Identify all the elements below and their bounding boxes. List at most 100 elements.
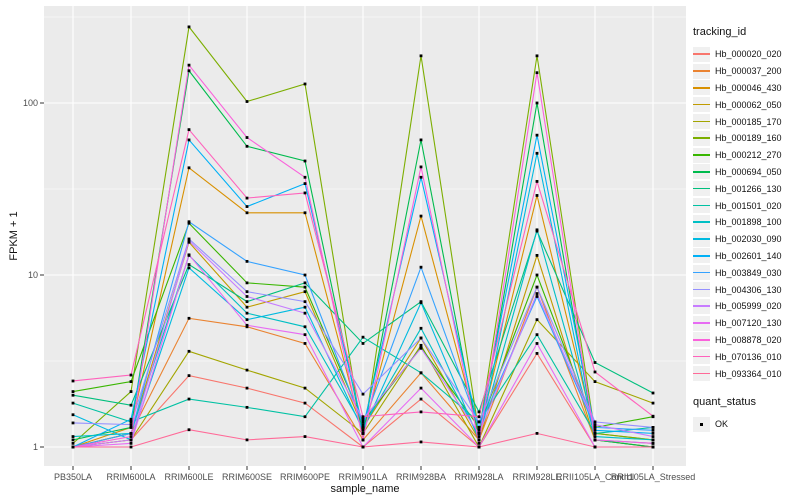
data-point <box>535 333 539 337</box>
data-point <box>245 311 249 315</box>
data-point <box>71 393 75 397</box>
data-point <box>187 240 191 244</box>
legend-key-line-icon <box>693 204 710 207</box>
legend-key-line-icon <box>693 238 710 240</box>
data-point <box>535 342 539 345</box>
data-point <box>361 335 365 339</box>
legend-title-tracking-id: tracking_id <box>693 26 747 38</box>
data-point <box>245 325 249 329</box>
legend-key-line-icon <box>693 355 710 358</box>
legend-key-swatch <box>693 231 710 247</box>
x-tick-label-RRIM600LE: RRIM600LE <box>164 472 214 482</box>
legend-key-swatch <box>693 130 710 146</box>
legend: tracking_id Hb_000020_020 Hb_000037_200 Hb… <box>693 26 799 433</box>
data-point <box>245 144 249 148</box>
data-point <box>535 352 539 355</box>
data-point <box>419 440 423 444</box>
data-point <box>187 253 191 257</box>
legend-key-swatch <box>693 214 710 230</box>
data-point <box>129 445 133 449</box>
data-point <box>593 428 597 432</box>
data-point <box>593 445 597 449</box>
data-point <box>361 392 365 396</box>
data-point <box>535 151 539 155</box>
data-point <box>361 428 365 432</box>
data-point <box>477 438 481 442</box>
legend-item-Hb_000062_050: Hb_000062_050 <box>693 96 799 113</box>
data-point <box>303 415 307 419</box>
data-point <box>187 25 191 29</box>
legend-label: Hb_003849_030 <box>715 267 782 278</box>
legend-item-Hb_002601_140: Hb_002601_140 <box>693 248 799 265</box>
legend-label: Hb_000037_200 <box>715 66 782 77</box>
data-point <box>187 266 191 270</box>
data-point <box>419 346 423 350</box>
data-point <box>245 318 249 322</box>
data-point <box>477 428 481 432</box>
legend-key-swatch <box>693 114 710 130</box>
data-point <box>303 281 307 285</box>
data-point <box>419 165 423 169</box>
data-point <box>361 426 365 429</box>
x-tick-label-RRIM600PE: RRIM600PE <box>279 472 331 482</box>
legend-label: Hb_007120_130 <box>715 318 782 329</box>
data-point <box>303 342 307 345</box>
legend-key-line-icon <box>693 305 710 308</box>
data-point <box>361 342 365 345</box>
data-point <box>71 379 75 383</box>
legend-key-line-icon <box>693 271 710 274</box>
legend-item-Hb_001898_100: Hb_001898_100 <box>693 214 799 231</box>
data-point <box>535 318 539 322</box>
x-tick-label-RRIM901LA: RRIM901LA <box>338 472 388 482</box>
data-point <box>651 435 655 438</box>
legend-key-line-icon <box>693 70 710 72</box>
legend-item-Hb_000037_200: Hb_000037_200 <box>693 63 799 80</box>
legend-key-swatch <box>693 298 710 314</box>
data-point <box>419 336 423 340</box>
legend-key-swatch <box>693 181 710 197</box>
data-point <box>303 191 307 195</box>
data-point <box>187 166 191 170</box>
legend-label: Hb_008878_020 <box>715 334 782 345</box>
data-point <box>245 281 249 285</box>
legend-key-swatch <box>693 282 710 298</box>
data-point <box>419 343 423 347</box>
data-point <box>419 265 423 269</box>
data-point <box>535 273 539 277</box>
x-tick-label-PB350LA: PB350LA <box>53 472 93 482</box>
x-tick-label-RRIM928LE: RRIM928LE <box>512 472 562 482</box>
legend-key-line-icon <box>693 339 710 341</box>
legend-label: Hb_000020_020 <box>715 49 782 60</box>
data-point <box>651 391 655 395</box>
legend-key-line-icon <box>693 288 710 291</box>
data-point <box>535 285 539 289</box>
data-point <box>419 410 423 414</box>
x-tick-label-RRIM600SE: RRIM600SE <box>221 472 273 482</box>
data-point <box>187 374 191 378</box>
data-point <box>303 333 307 337</box>
legend-item-Hb_008878_020: Hb_008878_020 <box>693 332 799 349</box>
data-point <box>245 300 249 304</box>
legend-key-line-icon <box>693 255 710 257</box>
data-point <box>593 435 597 438</box>
data-point <box>477 435 481 438</box>
data-point <box>361 423 365 426</box>
data-point <box>593 423 597 426</box>
legend-label: Hb_002601_140 <box>715 250 782 261</box>
data-point <box>651 426 655 429</box>
data-point <box>303 211 307 215</box>
data-point <box>651 428 655 432</box>
data-point <box>477 445 481 449</box>
legend-key-swatch <box>693 315 710 331</box>
legend-label: Hb_002030_090 <box>715 234 782 245</box>
legend-key-line-icon <box>693 322 710 324</box>
data-point <box>651 401 655 405</box>
data-point <box>419 54 423 58</box>
legend-item-Hb_002030_090: Hb_002030_090 <box>693 231 799 248</box>
data-point <box>129 390 133 393</box>
x-tick-label-RRII105LA_Stressed: RRII105LA_Stressed <box>610 472 696 482</box>
legend-label: Hb_000694_050 <box>715 166 782 177</box>
data-point <box>303 82 307 86</box>
data-point <box>187 138 191 142</box>
